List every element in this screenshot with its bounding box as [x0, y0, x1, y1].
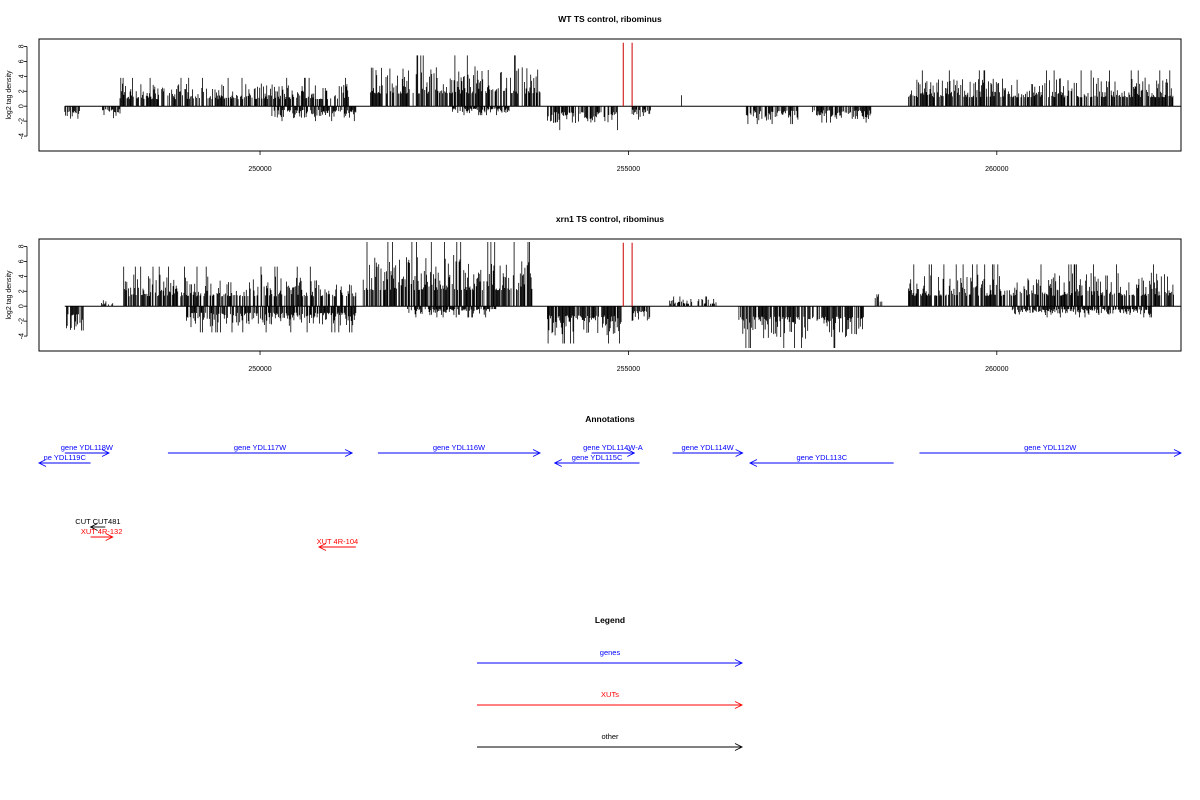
- legend-item-xuts: XUTs: [477, 690, 744, 709]
- annotations-title: Annotations: [585, 414, 635, 424]
- feature-arrowhead: [101, 449, 110, 457]
- wt-marker-lines: [622, 42, 633, 107]
- wt-plot-frame: [38, 38, 1182, 152]
- xrn1-marker-lines: [622, 242, 633, 307]
- annotation-feature: ne YDL119C: [37, 453, 91, 467]
- feature-arrowhead: [735, 449, 744, 457]
- feature-label: ne YDL119C: [44, 453, 87, 462]
- xrn1-y-tick-label: 8: [19, 244, 26, 248]
- legend-arrowhead: [734, 701, 744, 709]
- wt-y-tick-label: 8: [19, 44, 26, 48]
- annotation-feature: gene YDL115C: [553, 453, 640, 467]
- feature-arrowhead: [748, 459, 758, 467]
- xrn1-track-panel: xrn1 TS control, ribominus log2 tag dens…: [6, 214, 1182, 373]
- xrn1-plot-frame: [38, 238, 1182, 352]
- feature-arrowhead: [89, 523, 98, 531]
- annotation-feature: gene YDL114W-A: [583, 443, 643, 457]
- feature-arrowhead: [105, 533, 114, 541]
- wt-y-tick-label: 2: [19, 89, 26, 93]
- feature-arrowhead: [344, 449, 354, 457]
- feature-arrowhead: [627, 449, 636, 457]
- legend-item-genes: genes: [477, 648, 744, 667]
- wt-y-tick-label: -4: [19, 133, 26, 139]
- xrn1-x-axis: 250000 255000 260000: [248, 351, 1009, 373]
- feature-arrowhead: [553, 459, 562, 467]
- feature-arrowhead: [1173, 449, 1183, 457]
- wt-y-tick-label: 4: [19, 74, 26, 78]
- feature-label: CUT CUT481: [75, 517, 120, 526]
- xrn1-y-tick-label: -2: [19, 318, 26, 324]
- annotation-feature: gene YDL113C: [748, 453, 894, 467]
- xrn1-x-tick-label: 255000: [617, 366, 640, 373]
- feature-label: gene YDL114W-A: [583, 443, 643, 452]
- wt-x-tick-label: 250000: [248, 166, 271, 173]
- xrn1-y-tick-label: 0: [19, 304, 26, 308]
- wt-y-tick-label: 0: [19, 104, 26, 108]
- annotation-feature: CUT CUT481: [75, 517, 121, 531]
- legend-label: other: [601, 732, 619, 741]
- feature-label: gene YDL118W: [61, 443, 114, 452]
- wt-x-tick-label: 260000: [985, 166, 1008, 173]
- annotation-feature: gene YDL114W: [672, 443, 744, 457]
- legend-title: Legend: [595, 615, 625, 625]
- xrn1-y-tick-label: 4: [19, 274, 26, 278]
- xrn1-x-tick-label: 250000: [248, 366, 271, 373]
- xrn1-y-tick-label: -4: [19, 333, 26, 339]
- annotation-feature: gene YDL118W: [61, 443, 114, 457]
- wt-y-tick-label: 6: [19, 59, 26, 63]
- wt-y-axis-label: log2 tag density: [6, 70, 13, 120]
- feature-label: XUT 4R-104: [317, 537, 359, 546]
- wt-track-title: WT TS control, ribominus: [558, 14, 662, 24]
- feature-label: gene YDL116W: [433, 443, 486, 452]
- feature-label: gene YDL115C: [572, 453, 623, 462]
- wt-y-axis: -4 -2 0 2 4 6 8: [19, 44, 28, 139]
- legend-item-other: other: [477, 732, 744, 751]
- legend-arrowhead: [734, 743, 744, 751]
- feature-arrowhead: [317, 543, 327, 551]
- feature-arrowhead: [37, 459, 47, 467]
- annotation-feature: gene YDL112W: [919, 443, 1183, 457]
- annotation-feature: gene YDL117W: [167, 443, 354, 457]
- xrn1-y-tick-label: 2: [19, 289, 26, 293]
- annotation-feature: XUT 4R-132: [81, 527, 123, 541]
- xrn1-track-title: xrn1 TS control, ribominus: [556, 214, 664, 224]
- feature-label: gene YDL114W: [681, 443, 734, 452]
- legend-items: genes XUTs other: [477, 648, 744, 751]
- legend-label: genes: [600, 648, 621, 657]
- legend-panel: Legend genes XUTs other: [477, 615, 744, 751]
- wt-y-tick-label: -2: [19, 118, 26, 124]
- xrn1-y-axis: -4 -2 0 2 4 6 8: [19, 244, 28, 339]
- xrn1-y-tick-label: 6: [19, 259, 26, 263]
- xrn1-x-tick-label: 260000: [985, 366, 1008, 373]
- xrn1-density-bars: [64, 241, 1181, 349]
- annotation-feature: gene YDL116W: [377, 443, 542, 457]
- annotation-feature: XUT 4R-104: [317, 537, 359, 551]
- legend-arrowhead: [734, 659, 744, 667]
- feature-label: XUT 4R-132: [81, 527, 123, 536]
- wt-track-panel: WT TS control, ribominus log2 tag densit…: [6, 14, 1182, 173]
- feature-arrowhead: [532, 449, 542, 457]
- feature-label: gene YDL117W: [234, 443, 287, 452]
- legend-label: XUTs: [601, 690, 619, 699]
- wt-x-axis: 250000 255000 260000: [248, 151, 1009, 173]
- xrn1-y-axis-label: log2 tag density: [6, 270, 13, 320]
- wt-x-tick-label: 255000: [617, 166, 640, 173]
- feature-label: gene YDL113C: [797, 453, 848, 462]
- feature-label: gene YDL112W: [1024, 443, 1077, 452]
